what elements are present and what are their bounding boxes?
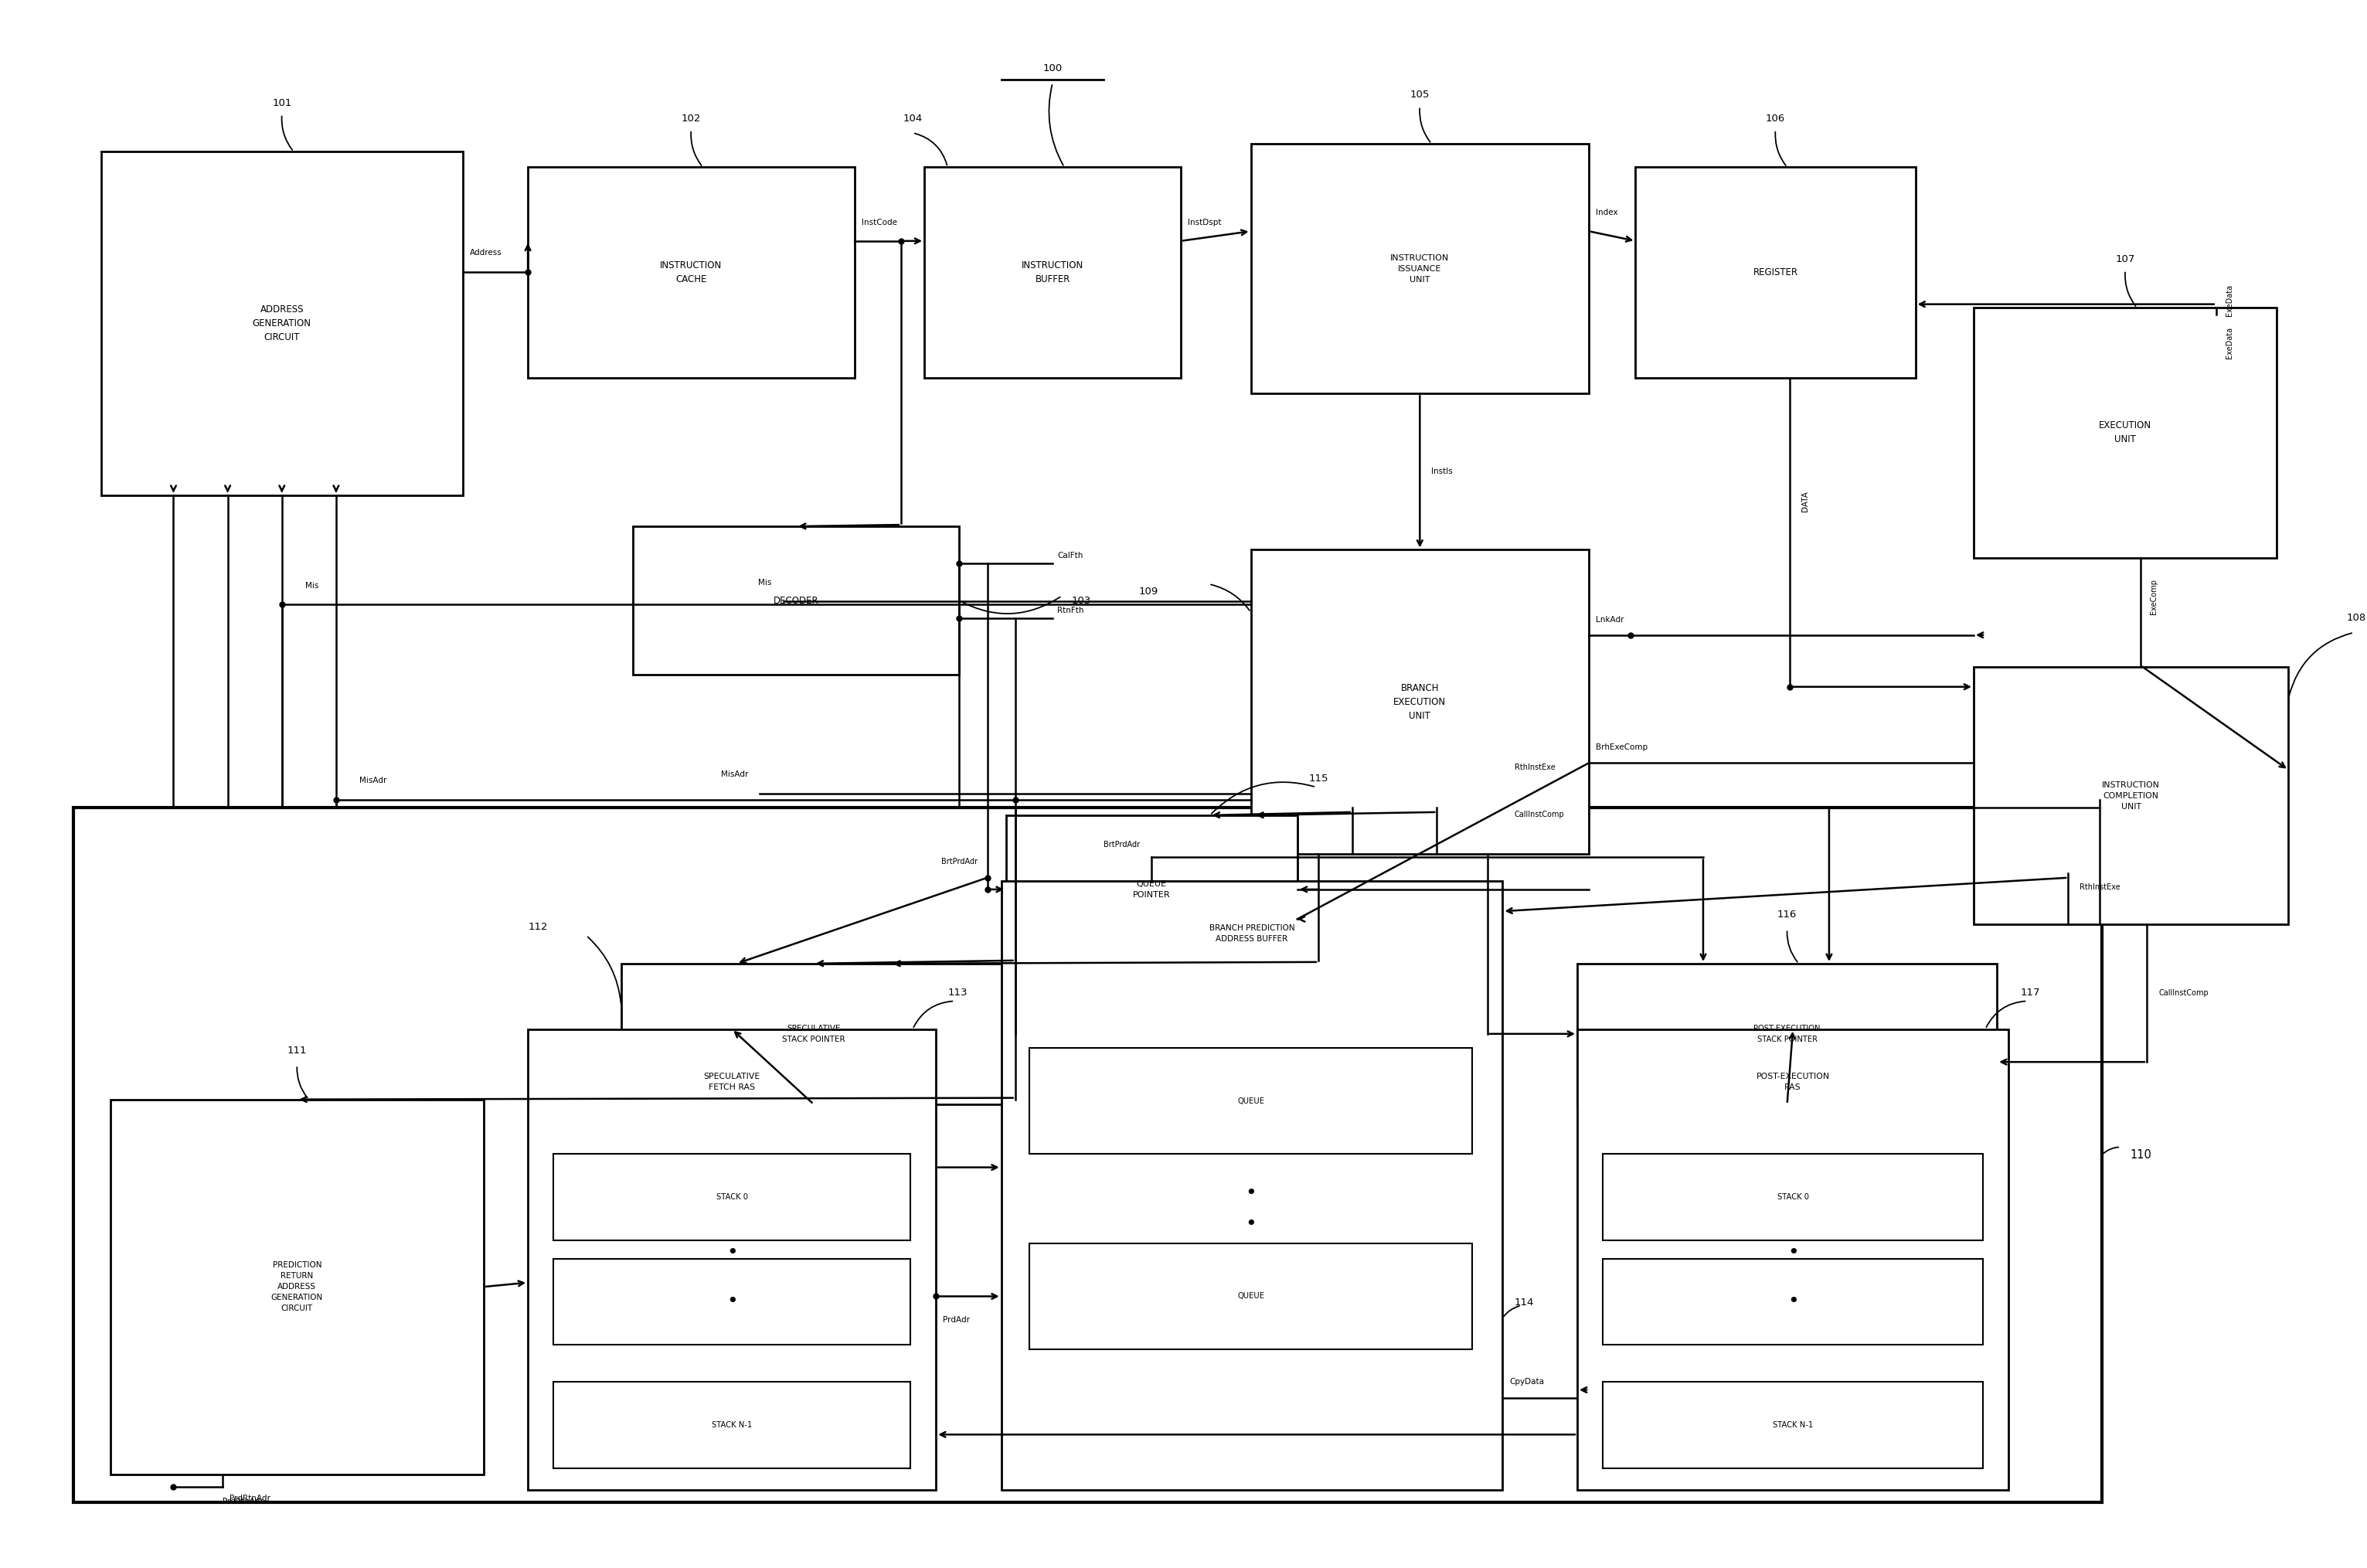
Text: •: • [727,1243,739,1262]
Text: 106: 106 [1766,113,1785,124]
Text: ExeComp: ExeComp [2149,579,2156,615]
Bar [111,1099,483,1474]
Text: CallInstComp: CallInstComp [1515,811,1565,818]
Text: CalFth: CalFth [1058,552,1084,560]
Text: 117: 117 [2021,988,2040,997]
Text: ExeData: ExeData [2225,284,2232,315]
Bar [632,527,959,674]
Text: STACK N-1: STACK N-1 [712,1421,753,1428]
Bar [1636,168,1915,378]
Text: SPECULATIVE
FETCH RAS: SPECULATIVE FETCH RAS [703,1073,760,1091]
Text: 116: 116 [1778,909,1797,920]
Bar [1030,1047,1472,1154]
Text: BrtPrdAdr: BrtPrdAdr [942,858,978,866]
Bar [554,1259,911,1345]
Text: DATA: DATA [1801,491,1808,511]
Text: •: • [1245,1215,1257,1234]
Text: PrdRtnAdr: PrdRtnAdr [230,1494,270,1502]
Text: 115: 115 [1309,775,1328,784]
Bar [1006,815,1297,964]
Text: •: • [727,1292,739,1311]
Bar [528,168,854,378]
Bar [1030,1243,1472,1350]
Text: QUEUE
POINTER: QUEUE POINTER [1134,880,1169,898]
Text: 113: 113 [947,988,968,997]
Text: Mis: Mis [305,582,320,590]
Text: POST-EXECUTION
STACK POINTER: POST-EXECUTION STACK POINTER [1754,1024,1820,1043]
Text: ExeData: ExeData [2225,328,2232,359]
Bar [1602,1154,1984,1240]
Text: SPECULATIVE
STACK POINTER: SPECULATIVE STACK POINTER [781,1024,845,1043]
Text: REGISTER: REGISTER [1754,268,1799,278]
Text: 108: 108 [2346,613,2367,622]
Bar [923,168,1181,378]
Text: BrtPrdAdr: BrtPrdAdr [1103,840,1141,848]
Text: InstDspt: InstDspt [1188,218,1221,226]
Text: STACK 0: STACK 0 [1778,1193,1808,1201]
Bar [1001,881,1503,1490]
Text: STACK 0: STACK 0 [717,1193,748,1201]
Bar [554,1381,911,1468]
Bar [1974,307,2277,558]
Text: PrdRtnAdr: PrdRtnAdr [222,1497,263,1505]
Text: INSTRUCTION
COMPLETION
UNIT: INSTRUCTION COMPLETION UNIT [2102,781,2161,811]
Bar [620,964,1006,1104]
Text: 105: 105 [1411,89,1430,100]
Text: RtnFth: RtnFth [1058,607,1084,615]
Bar [102,152,462,495]
Bar [528,1029,935,1490]
Text: INSTRUCTION
ISSUANCE
UNIT: INSTRUCTION ISSUANCE UNIT [1389,254,1449,284]
Text: 102: 102 [682,113,701,124]
Bar [1602,1381,1984,1468]
Text: InstIs: InstIs [1432,467,1453,475]
Text: QUEUE: QUEUE [1238,1292,1264,1300]
Text: PrdAdr: PrdAdr [942,1316,970,1323]
Text: 104: 104 [902,113,923,124]
Text: 114: 114 [1515,1297,1534,1308]
Text: DECODER: DECODER [774,596,819,605]
Text: INSTRUCTION
CACHE: INSTRUCTION CACHE [660,260,722,284]
Bar [73,808,2102,1502]
Text: 111: 111 [286,1046,308,1055]
Text: Index: Index [1595,209,1619,216]
Text: •: • [1787,1243,1799,1262]
Text: 107: 107 [2116,254,2135,263]
Text: •: • [1245,1184,1257,1203]
Bar [1576,964,1998,1104]
Text: BRANCH PREDICTION
ADDRESS BUFFER: BRANCH PREDICTION ADDRESS BUFFER [1210,925,1295,942]
Text: 103: 103 [1072,596,1091,605]
Text: RthInstExe: RthInstExe [1515,764,1555,771]
Text: •: • [1787,1292,1799,1311]
Text: STACK N-1: STACK N-1 [1773,1421,1813,1428]
Text: PREDICTION
RETURN
ADDRESS
GENERATION
CIRCUIT: PREDICTION RETURN ADDRESS GENERATION CIR… [272,1261,322,1312]
Bar [1250,550,1588,855]
Bar [1974,666,2289,925]
Text: INSTRUCTION
BUFFER: INSTRUCTION BUFFER [1023,260,1084,284]
Text: Mis: Mis [757,579,772,586]
Text: EXECUTION
UNIT: EXECUTION UNIT [2100,420,2152,445]
Text: MisAdr: MisAdr [722,771,748,778]
Text: 100: 100 [1044,63,1063,74]
Text: Address: Address [469,249,502,257]
Bar [1576,1029,2010,1490]
Text: LnkAdr: LnkAdr [1595,616,1624,622]
Text: QUEUE: QUEUE [1238,1098,1264,1105]
Text: 110: 110 [2130,1149,2152,1160]
Text: RthInstExe: RthInstExe [2081,883,2121,891]
Text: 112: 112 [528,922,547,933]
Bar [1250,144,1588,394]
Text: CallInstComp: CallInstComp [2159,989,2208,997]
Bar [554,1154,911,1240]
Text: CpyData: CpyData [1510,1378,1543,1386]
Text: InstCode: InstCode [862,218,897,226]
Bar [1602,1259,1984,1345]
Text: BrhExeComp: BrhExeComp [1595,743,1647,751]
Text: 101: 101 [272,97,291,108]
Text: BRANCH
EXECUTION
UNIT: BRANCH EXECUTION UNIT [1394,684,1446,721]
Text: ADDRESS
GENERATION
CIRCUIT: ADDRESS GENERATION CIRCUIT [253,304,310,342]
Text: 109: 109 [1139,586,1157,596]
Text: POST-EXECUTION
RAS: POST-EXECUTION RAS [1756,1073,1830,1091]
Text: MisAdr: MisAdr [360,776,386,784]
